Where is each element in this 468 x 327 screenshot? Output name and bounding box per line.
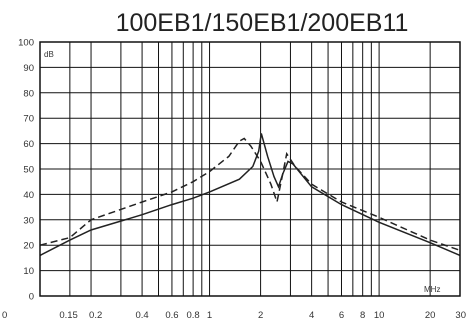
- x-tick-label: 8: [360, 310, 365, 321]
- y-tick-label: 90: [23, 63, 34, 74]
- dashed-series-line: [39, 137, 461, 252]
- plot-frame: [39, 41, 461, 297]
- x-tick-label: 1: [207, 310, 212, 321]
- y-tick-label: 100: [18, 38, 34, 49]
- y-tick-labels: 0 10 20 30 40 50 60 70 80 90 100: [18, 38, 34, 303]
- x-tick-label: 20: [425, 310, 436, 321]
- y-tick-label: 60: [23, 139, 34, 150]
- x-tick-label: 6: [339, 310, 344, 321]
- x-tick-label: 0.6: [165, 310, 178, 321]
- series-layer: [39, 133, 461, 257]
- y-tick-label: 50: [23, 165, 34, 176]
- y-tick-label: 20: [23, 241, 34, 252]
- x-axis-unit-label: MHz: [424, 285, 440, 294]
- chart-title: 100EB1/150EB1/200EB11: [116, 9, 409, 37]
- y-axis-unit-label: dB: [44, 50, 54, 59]
- grid: [40, 42, 460, 296]
- y-tick-label: 80: [23, 88, 34, 99]
- x-tick-label: 30: [455, 310, 466, 321]
- x-tick-label: 10: [374, 310, 385, 321]
- solid-series-line: [39, 133, 461, 257]
- y-tick-label: 0: [29, 292, 34, 303]
- y-tick-label: 30: [23, 215, 34, 226]
- x-tick-label: 0.4: [135, 310, 148, 321]
- x-tick-label: 0: [2, 310, 7, 321]
- y-tick-label: 70: [23, 114, 34, 125]
- x-tick-label: 0.8: [187, 310, 200, 321]
- x-tick-label: 0.2: [89, 310, 102, 321]
- x-tick-labels: 0 0.15 0.2 0.4 0.6 0.8 1 2 4 6 8 10 20 30: [2, 310, 466, 321]
- x-tick-label: 4: [309, 310, 314, 321]
- y-tick-label: 10: [23, 266, 34, 277]
- x-tick-label: 0.15: [59, 310, 78, 321]
- x-tick-label: 2: [258, 310, 263, 321]
- y-tick-label: 40: [23, 190, 34, 201]
